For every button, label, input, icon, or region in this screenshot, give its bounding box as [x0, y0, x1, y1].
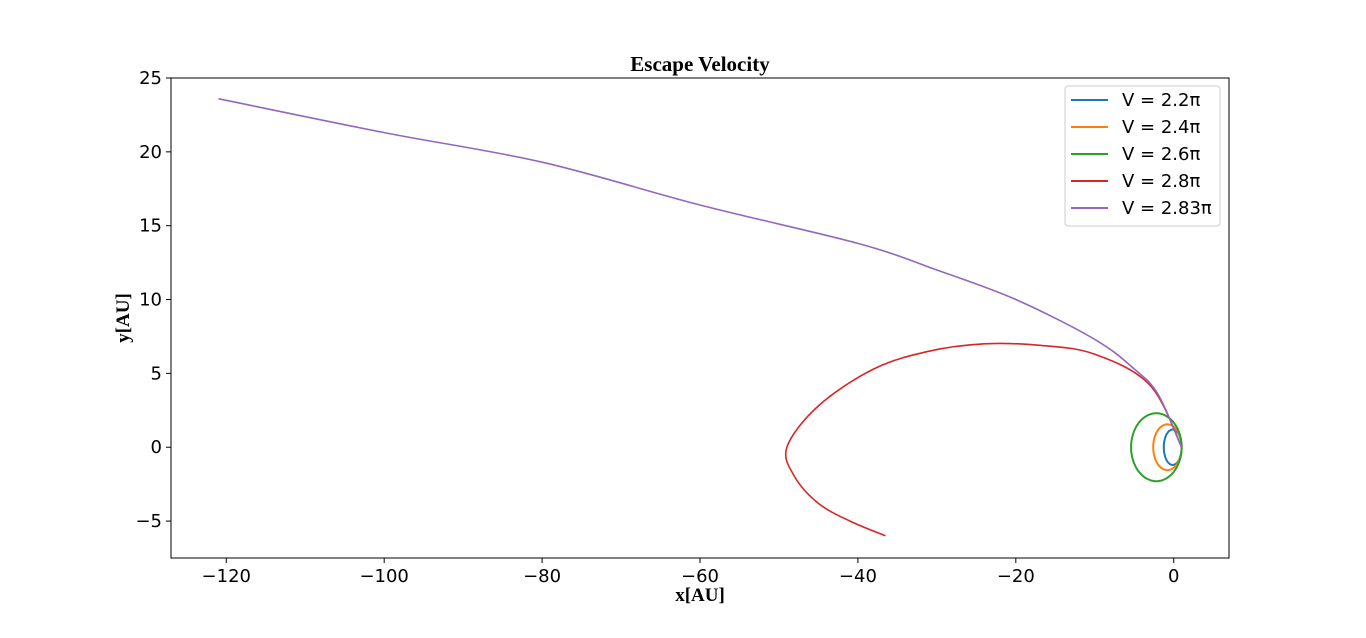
legend-frame	[1064, 85, 1221, 227]
y-tick-label: 15	[139, 216, 162, 237]
y-tick-label: 5	[151, 363, 162, 384]
y-tick-label: 0	[151, 437, 162, 458]
x-tick-label: 0	[1168, 566, 1179, 587]
series-line-3	[784, 342, 1183, 537]
plot-area	[218, 97, 1183, 537]
series-line-4	[218, 97, 1183, 448]
x-tick-label: −60	[681, 566, 719, 587]
y-axis: −5 0 5 10 15 20 25	[135, 68, 171, 532]
chart-title: Escape Velocity	[630, 52, 770, 76]
x-tick-label: −100	[359, 566, 408, 587]
series-line-1	[1152, 423, 1183, 472]
legend-label-3: V = 2.8π	[1122, 171, 1200, 192]
legend-label-2: V = 2.6π	[1122, 144, 1200, 165]
legend-label-1: V = 2.4π	[1122, 117, 1200, 138]
y-tick-label: 25	[139, 68, 162, 89]
x-tick-label: −120	[202, 566, 251, 587]
y-tick-label: −5	[135, 511, 162, 532]
y-tick-label: 10	[139, 290, 162, 311]
y-tick-label: 20	[139, 142, 162, 163]
x-tick-label: −40	[839, 566, 877, 587]
x-tick-label: −80	[523, 566, 561, 587]
y-axis-label: y[AU]	[113, 293, 134, 343]
x-axis: −120 −100 −80 −60 −40 −20 0	[202, 558, 1179, 587]
x-tick-label: −20	[997, 566, 1035, 587]
x-axis-label: x[AU]	[675, 585, 725, 606]
legend-label-4: V = 2.83π	[1122, 198, 1212, 219]
legend: V = 2.2π V = 2.4π V = 2.6π V = 2.8π V = 2.83…	[1064, 85, 1221, 227]
legend-label-0: V = 2.2π	[1122, 90, 1200, 111]
